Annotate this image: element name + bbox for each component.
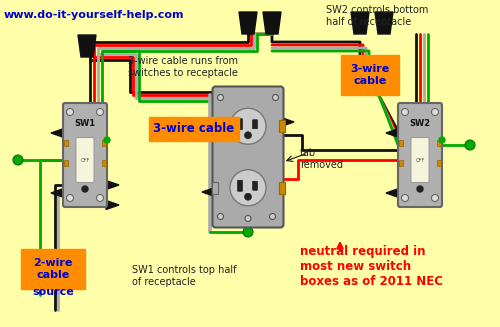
Text: OFF: OFF <box>416 158 424 163</box>
FancyBboxPatch shape <box>63 103 107 207</box>
Polygon shape <box>106 181 119 190</box>
Polygon shape <box>239 12 257 34</box>
FancyBboxPatch shape <box>437 160 441 166</box>
Circle shape <box>417 186 423 192</box>
Circle shape <box>230 108 266 144</box>
FancyBboxPatch shape <box>341 55 399 95</box>
Polygon shape <box>386 129 399 137</box>
Circle shape <box>96 195 103 201</box>
Circle shape <box>218 95 224 100</box>
Circle shape <box>270 214 276 219</box>
Polygon shape <box>78 35 96 57</box>
Circle shape <box>82 186 88 192</box>
Polygon shape <box>106 200 119 210</box>
Polygon shape <box>51 129 64 137</box>
Text: www.do-it-yourself-help.com: www.do-it-yourself-help.com <box>4 10 184 20</box>
Text: SW1 controls top half
of receptacle: SW1 controls top half of receptacle <box>132 265 236 286</box>
FancyBboxPatch shape <box>238 119 242 130</box>
FancyBboxPatch shape <box>278 182 284 194</box>
Polygon shape <box>263 12 281 34</box>
Polygon shape <box>51 188 64 198</box>
Circle shape <box>218 214 224 219</box>
Circle shape <box>66 195 73 201</box>
FancyBboxPatch shape <box>278 120 284 132</box>
Text: OFF: OFF <box>80 158 90 163</box>
Circle shape <box>402 195 408 201</box>
FancyBboxPatch shape <box>102 140 106 146</box>
Circle shape <box>66 109 73 115</box>
Circle shape <box>230 170 266 206</box>
Circle shape <box>465 140 475 150</box>
Text: SW2 controls bottom
half of receptacle: SW2 controls bottom half of receptacle <box>326 5 428 26</box>
FancyBboxPatch shape <box>76 137 94 182</box>
Text: SW2: SW2 <box>410 118 430 128</box>
FancyBboxPatch shape <box>398 103 442 207</box>
Circle shape <box>402 109 408 115</box>
Text: 3-wire cable runs from
switches to receptacle: 3-wire cable runs from switches to recep… <box>128 56 238 77</box>
FancyBboxPatch shape <box>437 140 441 146</box>
FancyBboxPatch shape <box>252 120 258 129</box>
Text: 2-wire
cable: 2-wire cable <box>34 258 72 280</box>
Polygon shape <box>202 187 215 197</box>
Circle shape <box>244 132 252 139</box>
Text: tab
removed: tab removed <box>300 148 343 170</box>
Polygon shape <box>202 117 215 127</box>
Text: 3-wire cable: 3-wire cable <box>154 123 234 135</box>
Circle shape <box>432 195 438 201</box>
Circle shape <box>439 137 445 143</box>
FancyBboxPatch shape <box>411 137 429 182</box>
FancyBboxPatch shape <box>149 117 239 141</box>
Circle shape <box>432 109 438 115</box>
FancyBboxPatch shape <box>252 181 258 190</box>
FancyBboxPatch shape <box>212 120 218 132</box>
FancyBboxPatch shape <box>399 140 403 146</box>
Circle shape <box>272 95 278 100</box>
FancyBboxPatch shape <box>102 160 106 166</box>
Polygon shape <box>351 12 369 34</box>
FancyBboxPatch shape <box>212 87 284 228</box>
Polygon shape <box>375 12 393 34</box>
Circle shape <box>243 227 253 237</box>
FancyBboxPatch shape <box>64 160 68 166</box>
Circle shape <box>244 193 252 200</box>
Circle shape <box>13 155 23 165</box>
FancyBboxPatch shape <box>212 182 218 194</box>
Circle shape <box>104 137 110 143</box>
Circle shape <box>245 215 251 221</box>
FancyBboxPatch shape <box>399 160 403 166</box>
FancyBboxPatch shape <box>21 249 85 289</box>
Text: source: source <box>32 287 74 297</box>
Text: SW1: SW1 <box>74 118 96 128</box>
Text: 3-wire
cable: 3-wire cable <box>350 64 390 86</box>
Polygon shape <box>386 188 399 198</box>
Circle shape <box>96 109 103 115</box>
FancyBboxPatch shape <box>64 140 68 146</box>
Text: neutral required in
most new switch
boxes as of 2011 NEC: neutral required in most new switch boxe… <box>300 245 443 288</box>
FancyBboxPatch shape <box>238 180 242 191</box>
Polygon shape <box>281 117 294 127</box>
